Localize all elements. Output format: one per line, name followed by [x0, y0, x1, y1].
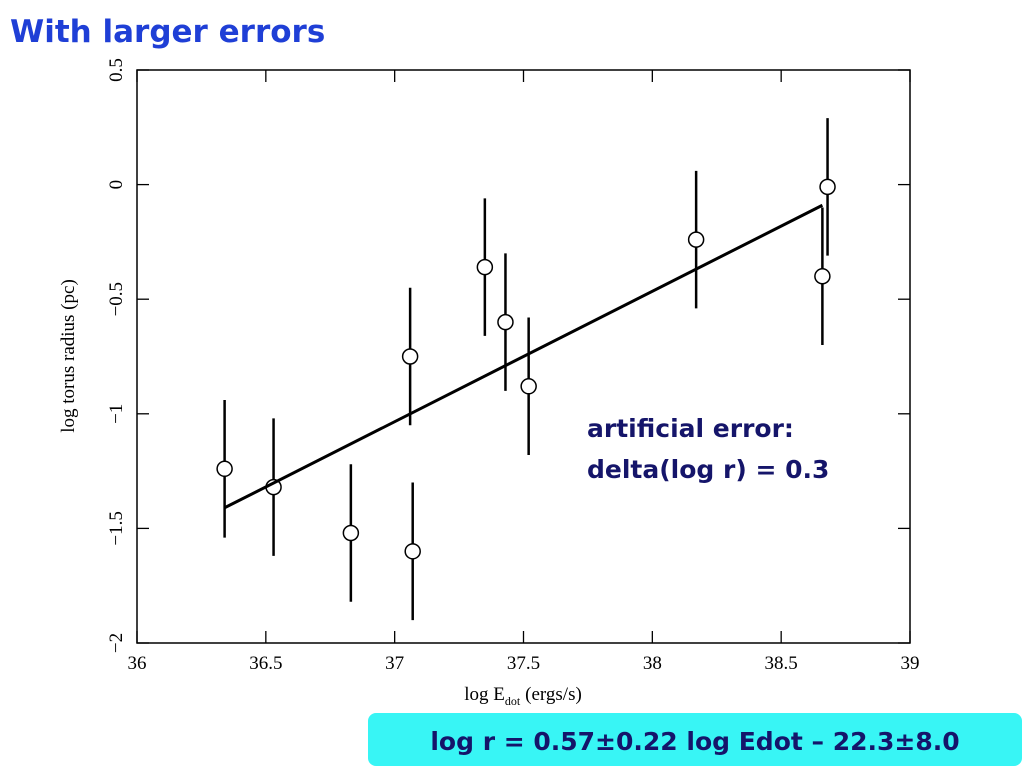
point: [342, 524, 360, 542]
x-label-sub: dot: [505, 694, 521, 708]
point: [497, 313, 514, 331]
x-tick-label: 37: [385, 653, 404, 674]
x-tick-label: 38.5: [765, 653, 798, 674]
x-tick-label: 38: [643, 653, 662, 674]
equation: log r = 0.57±0.22 log Edot – 22.3±8.0: [430, 727, 959, 756]
y-tick-label: −0.5: [106, 282, 127, 316]
y-tick-label: −1: [106, 404, 127, 424]
x-tick-label: 36: [128, 653, 147, 674]
annotation-line: delta(log r) = 0.3: [587, 455, 829, 484]
fit-line: [223, 203, 824, 510]
x-label-main: log E: [464, 684, 505, 705]
x-label-unit: (ergs/s): [525, 684, 582, 705]
x-tick-label: 39: [901, 653, 920, 674]
point: [819, 178, 836, 196]
point: [520, 378, 537, 395]
slide-title: With larger errors: [10, 14, 325, 50]
point: [401, 348, 419, 365]
annotation-line: artificial error:: [587, 414, 794, 443]
x-tick-label: 36.5: [249, 653, 282, 674]
point: [216, 460, 233, 478]
equation-box: [368, 713, 1022, 766]
y-tick-label: 0: [106, 180, 127, 190]
x-axis-label: log Edot (ergs/s): [464, 684, 582, 708]
y-tick-label: −1.5: [106, 511, 127, 545]
y-axis-label: log torus radius (pc): [58, 279, 79, 433]
point: [814, 268, 831, 285]
point: [404, 543, 421, 560]
y-tick-label: 0.5: [106, 58, 127, 82]
point: [476, 258, 494, 276]
y-tick-label: −2: [106, 633, 127, 653]
x-tick-label: 37.5: [507, 653, 540, 674]
point: [687, 231, 705, 248]
